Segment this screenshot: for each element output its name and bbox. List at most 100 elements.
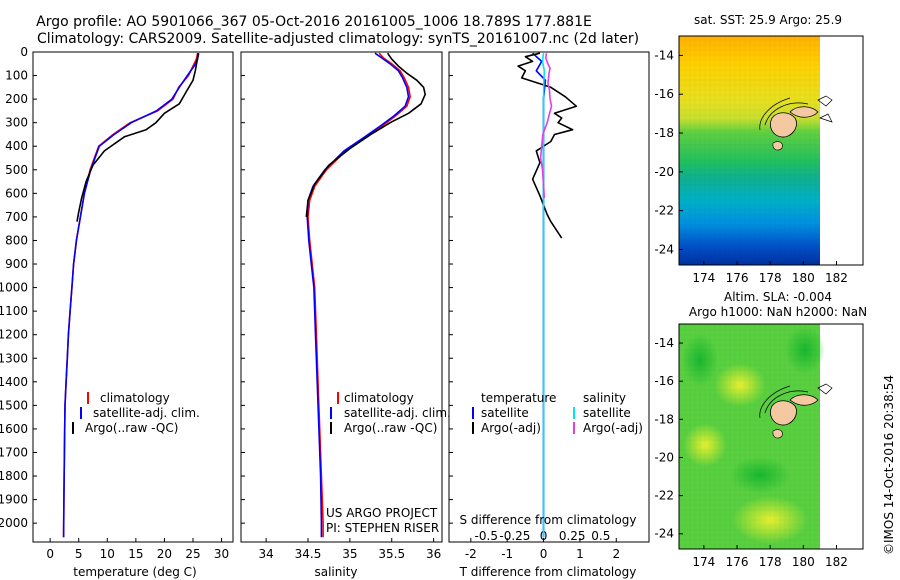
sst-land xyxy=(759,95,833,151)
map-x-tick-label: 180 xyxy=(792,271,815,285)
t-difference-label: T difference from climatology xyxy=(459,565,637,579)
series-line-2 xyxy=(305,52,427,217)
series-line-0 xyxy=(307,52,412,538)
legend-swatch-satellite xyxy=(80,407,82,419)
lau-islands xyxy=(817,95,833,123)
sla-map-title-2: Argo h1000: NaN h2000: NaN xyxy=(689,305,867,319)
map-x-tick-label: 178 xyxy=(759,555,782,569)
series-line-1 xyxy=(517,52,578,239)
map-y-tick-label: -22 xyxy=(654,489,674,503)
x-tick-label: 25 xyxy=(185,547,200,561)
legend-t-satellite: satellite xyxy=(481,406,529,420)
legend-swatch-t-satellite xyxy=(472,407,474,419)
sla-map-panel: Altim. SLA: -0.004 Argo h1000: NaN h2000… xyxy=(654,290,867,569)
title-line-2: Climatology: CARS2009. Satellite-adjuste… xyxy=(37,31,639,47)
map-x-tick-label: 176 xyxy=(726,555,749,569)
s-tick-label: -0.25 xyxy=(499,529,530,543)
difference-profiles xyxy=(517,52,578,538)
depth-tick-label: 1900 xyxy=(0,493,28,507)
depth-tick-label: 900 xyxy=(5,257,28,271)
legend-argo: Argo(..raw -QC) xyxy=(85,421,178,435)
s-tick-label: -0.5 xyxy=(475,529,498,543)
legend-swatch-satellite xyxy=(330,407,332,419)
temperature-legend: climatology satellite-adj. clim. Argo(..… xyxy=(72,391,200,435)
depth-tick-label: 800 xyxy=(5,233,28,247)
series-line-2 xyxy=(541,53,546,538)
map-x-tick-label: 182 xyxy=(825,555,848,569)
difference-x-ticks: -2 -1 0 1 2 xyxy=(465,538,620,561)
credit-project: US ARGO PROJECT xyxy=(326,506,438,520)
depth-tick-label: 100 xyxy=(5,69,28,83)
depth-tick-label: 300 xyxy=(5,116,28,130)
depth-tick-label: 1100 xyxy=(0,304,28,318)
salinity-panel: 34 34.5 35 35.5 36 salinity climatology sate… xyxy=(240,51,451,579)
legend-swatch-s-satellite xyxy=(573,407,575,419)
map-y-tick-label: -14 xyxy=(654,48,674,62)
depth-axis-ticks: 0 100 200 300 400 500 600 700 800 900 1000 1100 1200… xyxy=(0,45,453,530)
legend-argo: Argo(..raw -QC) xyxy=(344,421,437,435)
legend-swatch-climatology xyxy=(87,392,89,404)
x-tick-label: 30 xyxy=(214,547,229,561)
sst-y-ticks: -14 -16 -18 -20 -22 -24 xyxy=(654,48,683,256)
map-y-tick-label: -20 xyxy=(654,450,674,464)
depth-tick-label: 600 xyxy=(5,186,28,200)
sla-x-ticks: 174 176 178 180 182 xyxy=(692,545,848,569)
legend-climatology: climatology xyxy=(344,391,414,405)
series-line-0 xyxy=(62,53,199,538)
sla-land xyxy=(759,383,833,439)
depth-tick-label: 1400 xyxy=(0,375,28,389)
depth-tick-label: 1500 xyxy=(0,398,28,412)
x-tick-label: 20 xyxy=(157,547,172,561)
series-line-1 xyxy=(306,52,410,538)
series-line-2 xyxy=(76,53,199,222)
legend-swatch-climatology xyxy=(337,392,339,404)
x-tick-label: 34.5 xyxy=(295,547,322,561)
legend-satellite: satellite-adj. clim. xyxy=(93,406,200,420)
fiji-main-island xyxy=(770,112,797,138)
sla-map-frame xyxy=(678,323,864,550)
sst-map-frame xyxy=(678,35,864,266)
lau-islands xyxy=(817,383,833,395)
legend-swatch-s-argo xyxy=(573,422,575,434)
x-tick-label: 35 xyxy=(342,547,357,561)
map-x-tick-label: 178 xyxy=(759,271,782,285)
salinity-xlabel: salinity xyxy=(314,565,357,579)
fiji-north-island xyxy=(789,106,819,118)
map-y-tick-label: -18 xyxy=(654,126,674,140)
depth-tick-label: 1600 xyxy=(0,422,28,436)
salinity-profiles xyxy=(305,52,427,538)
legend-satellite: satellite-adj. clim. xyxy=(344,406,451,420)
x-tick-label: 5 xyxy=(75,547,83,561)
map-x-tick-label: 180 xyxy=(792,555,815,569)
temperature-x-ticks: 0 5 10 15 20 25 30 xyxy=(46,538,229,561)
series-line-3 xyxy=(539,53,553,199)
legend-temperature-head: temperature xyxy=(481,391,556,405)
x-tick-label: 35.5 xyxy=(378,547,405,561)
legend-salinity-head: salinity xyxy=(583,391,626,405)
fiji-main-island xyxy=(770,400,797,426)
temperature-xlabel: temperature (deg C) xyxy=(73,565,196,579)
map-y-tick-label: -14 xyxy=(654,336,674,350)
x-tick-label: 36 xyxy=(426,547,441,561)
map-y-tick-label: -24 xyxy=(654,527,674,541)
legend-s-satellite: satellite xyxy=(583,406,631,420)
series-line-1 xyxy=(62,53,200,538)
x-tick-label: 1 xyxy=(576,547,584,561)
legend-s-argo: Argo(-adj) xyxy=(583,421,643,435)
credit-pi: PI: STEPHEN RISER xyxy=(326,521,439,535)
temperature-profiles xyxy=(62,53,200,538)
x-tick-label: 15 xyxy=(128,547,143,561)
sla-field-grid xyxy=(679,324,820,549)
imos-stamp: ©IMOS 14-Oct-2016 20:38:54 xyxy=(882,375,896,555)
x-tick-label: 0 xyxy=(46,547,54,561)
s-difference-label: S difference from climatology xyxy=(460,513,637,527)
sst-contour xyxy=(759,97,809,131)
legend-swatch-argo xyxy=(330,422,332,434)
map-y-tick-label: -18 xyxy=(654,412,674,426)
map-y-tick-label: -22 xyxy=(654,204,674,218)
map-x-tick-label: 176 xyxy=(726,271,749,285)
sst-map-panel: sat. SST: 25.9 Argo: 25.9 174 176 178 180 18… xyxy=(654,13,864,285)
fiji-north-island xyxy=(789,394,819,406)
map-x-tick-label: 174 xyxy=(692,271,715,285)
